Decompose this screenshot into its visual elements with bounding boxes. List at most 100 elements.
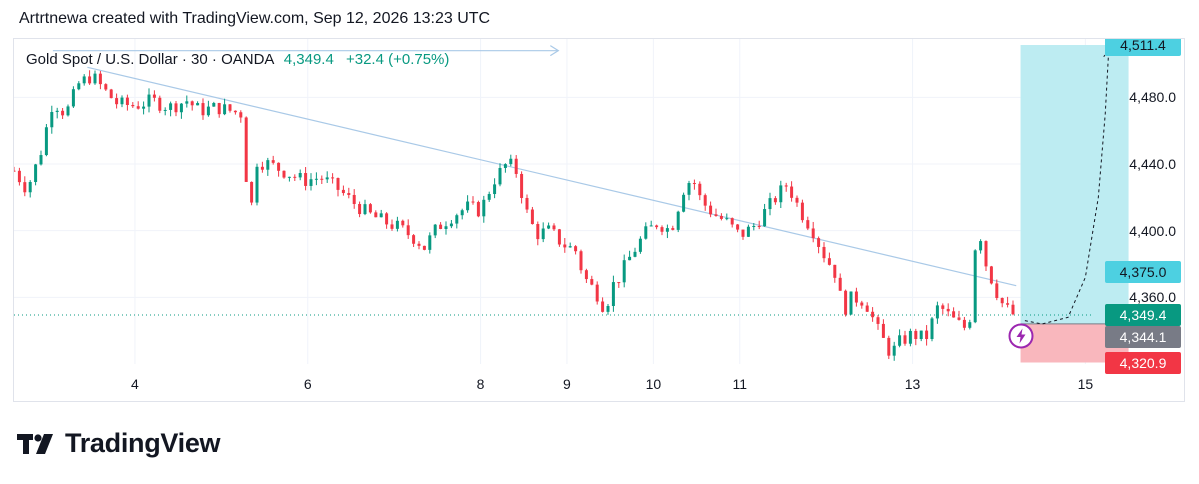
candle [617, 282, 621, 288]
candle [795, 195, 799, 207]
candle [628, 250, 632, 261]
candle [611, 275, 615, 312]
candle-body [541, 228, 545, 240]
candle [487, 191, 491, 202]
candle-body [255, 166, 259, 203]
candle [66, 104, 70, 117]
candle [881, 319, 885, 338]
price-axis-label: 4,400.0 [1129, 222, 1176, 239]
candle-body [471, 201, 475, 203]
candle-body [401, 220, 405, 226]
candle [395, 216, 399, 232]
candle [109, 88, 113, 99]
candle [28, 180, 32, 198]
candle-body [428, 235, 432, 250]
candle-body [66, 106, 70, 116]
candle-body [98, 73, 102, 85]
candle-body [887, 337, 891, 356]
candle [88, 70, 92, 85]
candle [779, 180, 783, 209]
candle-body [217, 103, 221, 115]
candle [525, 194, 529, 214]
candle [390, 219, 394, 231]
candle-body [374, 212, 378, 218]
candle [304, 167, 308, 191]
candle [212, 101, 216, 107]
chart-panel[interactable]: Gold Spot / U.S. Dollar · 30 · OANDA 4,3… [13, 38, 1185, 402]
candle-body [28, 182, 32, 193]
candle-body [482, 199, 486, 217]
candle [536, 221, 540, 246]
candle-body [838, 277, 842, 291]
candle-body [903, 335, 907, 344]
candle [752, 223, 756, 231]
candle [466, 195, 470, 213]
candle-body [827, 258, 831, 265]
candle-body [331, 177, 335, 179]
candle-body [844, 290, 848, 315]
candle-body [736, 224, 740, 230]
candle [746, 224, 750, 238]
candle-body [115, 98, 119, 105]
candle [476, 200, 480, 218]
candle-body [449, 223, 453, 227]
candle-body [309, 179, 313, 186]
candle [120, 95, 124, 108]
candle [892, 341, 896, 361]
price-chart[interactable] [14, 39, 1185, 402]
symbol-last-price: 4,349.4 [283, 51, 334, 68]
candle [1000, 297, 1004, 308]
time-axis-label: 13 [904, 376, 921, 392]
candle-body [304, 173, 308, 186]
horizontal-arrow-head [550, 45, 560, 57]
candle [1011, 300, 1015, 316]
candle-body [638, 238, 642, 252]
chart-credit-header: Artrtnewa created with TradingView.com, … [19, 10, 491, 27]
candle-body [1006, 303, 1010, 305]
candle [385, 212, 389, 229]
candle [325, 171, 329, 183]
candle [719, 213, 723, 221]
candle [347, 187, 351, 199]
candle [460, 208, 464, 220]
candle-body [568, 246, 572, 248]
candle [833, 264, 837, 283]
candle [865, 302, 869, 312]
candle [471, 196, 475, 205]
price-axis-label: 4,440.0 [1129, 156, 1176, 172]
candle [649, 220, 653, 227]
candle-body [39, 155, 43, 165]
candle-body [498, 167, 502, 185]
candle [239, 110, 243, 123]
candle-body [17, 170, 21, 183]
candle-body [34, 164, 38, 183]
candle-body [644, 226, 648, 239]
candle-body [390, 224, 394, 229]
candle-body [514, 158, 518, 174]
candle [817, 236, 821, 254]
candle [736, 224, 740, 233]
candle [665, 224, 669, 239]
candle [952, 307, 956, 318]
candle [919, 330, 923, 342]
candle-body [1000, 297, 1004, 304]
candle [989, 265, 993, 285]
candle-body [665, 228, 669, 232]
candle [449, 219, 453, 229]
candle [973, 249, 977, 324]
candle [185, 95, 189, 108]
candle [682, 192, 686, 213]
candle [115, 93, 119, 109]
candle-body [503, 164, 507, 168]
candle [660, 225, 664, 236]
candle [201, 98, 205, 120]
candle-body [185, 101, 189, 104]
lightning-icon[interactable] [1008, 323, 1034, 349]
candle [601, 297, 605, 313]
candle-body [179, 103, 183, 113]
candle-body [212, 103, 216, 107]
candle [271, 155, 275, 165]
candle-body [109, 89, 113, 99]
candle-body [44, 127, 48, 156]
candle-body [854, 291, 858, 303]
